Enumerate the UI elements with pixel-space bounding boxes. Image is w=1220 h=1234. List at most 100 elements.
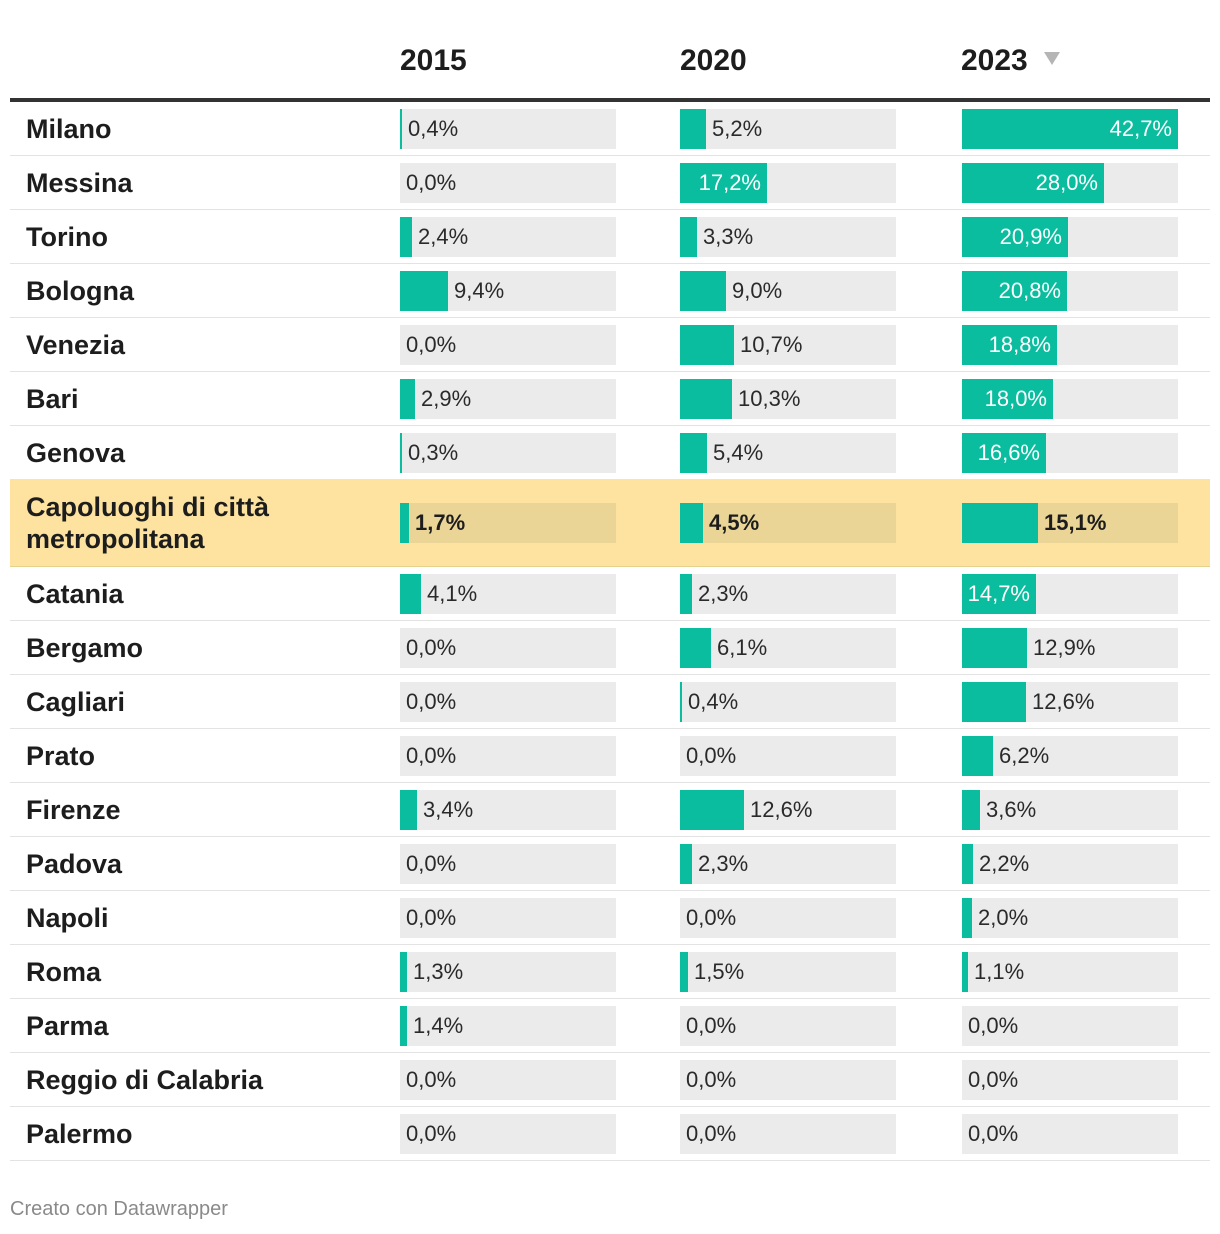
value-label-2023: 3,6% [986, 797, 1037, 822]
table-header: 2015 2020 2023 [10, 0, 1210, 102]
bar-track-2015: 3,4% [400, 790, 616, 830]
value-label-2023: 14,7% [967, 581, 1030, 606]
value-label-2020: 17,2% [698, 170, 761, 195]
row-name: Napoli [26, 902, 109, 933]
bar-track-2023: 18,8% [962, 325, 1178, 365]
bar-track-2015: 0,0% [400, 163, 616, 203]
bar-2015 [400, 574, 421, 614]
row-name: Bari [26, 383, 79, 414]
bar-2023 [962, 163, 1104, 203]
table-row: Bari 2,9% 10,3% 18,0% [10, 372, 1210, 426]
bar-2020 [680, 109, 706, 149]
bar-2015 [400, 433, 402, 473]
value-label-2015: 0,0% [406, 905, 457, 930]
bar-track-2020: 5,2% [680, 109, 896, 149]
value-label-2015: 1,4% [413, 1013, 464, 1038]
bar-track-2020: 12,6% [680, 790, 896, 830]
bar-2020 [680, 844, 692, 884]
value-label-2023: 1,1% [974, 959, 1025, 984]
bar-track-2023: 20,9% [962, 217, 1178, 257]
bar-track-2020: 10,7% [680, 325, 896, 365]
bar-2020 [680, 433, 707, 473]
bar-track-2015: 0,3% [400, 433, 616, 473]
bar-track-2020: 2,3% [680, 574, 896, 614]
bar-track-2023: 12,9% [962, 628, 1178, 668]
bar-2015 [400, 790, 417, 830]
table-body: Milano 0,4% 5,2% 42,7% Messina 0,0% 17,2% 28,0%… [10, 102, 1210, 1161]
bar-track-2023: 2,2% [962, 844, 1178, 884]
value-label-2023: 2,2% [979, 851, 1030, 876]
value-label-2020: 0,0% [686, 743, 737, 768]
bar-2023 [962, 503, 1038, 543]
value-label-2015: 1,7% [415, 510, 466, 535]
value-label-2020: 0,0% [686, 905, 737, 930]
bar-track-2023: 3,6% [962, 790, 1178, 830]
row-name: Prato [26, 740, 96, 771]
value-label-2020: 0,0% [686, 1013, 737, 1038]
bar-2020 [680, 271, 726, 311]
table-row: Parma 1,4% 0,0% 0,0% [10, 999, 1210, 1053]
bar-2020 [680, 163, 767, 203]
value-label-2015: 0,0% [406, 1121, 457, 1146]
value-label-2020: 5,4% [713, 440, 764, 465]
bar-track-2015: 0,0% [400, 628, 616, 668]
bar-track-2015: 0,0% [400, 736, 616, 776]
row-name: Capoluoghi di città metropolitana [26, 492, 269, 554]
value-label-2023: 18,8% [988, 332, 1051, 357]
bar-track-2015: 0,0% [400, 1114, 616, 1154]
bar-track-2023: 12,6% [962, 682, 1178, 722]
bar-track-2020: 6,1% [680, 628, 896, 668]
row-name: Firenze [26, 794, 121, 825]
value-label-2015: 0,0% [406, 1067, 457, 1092]
bar-track-2020: 0,0% [680, 1060, 896, 1100]
data-table: 2015 2020 2023 Milano 0,4% 5,2% 42,7% Messin… [10, 0, 1210, 1161]
value-label-2023: 20,9% [999, 224, 1062, 249]
table-row: Genova 0,3% 5,4% 16,6% [10, 426, 1210, 480]
value-label-2023: 28,0% [1035, 170, 1098, 195]
table-row: Firenze 3,4% 12,6% 3,6% [10, 783, 1210, 837]
value-label-2023: 15,1% [1044, 510, 1107, 535]
table-row: Roma 1,3% 1,5% 1,1% [10, 945, 1210, 999]
row-name: Parma [26, 1010, 109, 1041]
bar-track-2020: 0,0% [680, 898, 896, 938]
bar-track-2023: 1,1% [962, 952, 1178, 992]
column-header-2020[interactable]: 2020 [680, 44, 747, 77]
bar-2023 [962, 379, 1053, 419]
bar-2015 [400, 952, 407, 992]
bar-2020 [680, 574, 692, 614]
bar-2023 [962, 952, 968, 992]
bar-track-2023: 6,2% [962, 736, 1178, 776]
bar-track-2023: 14,7% [962, 574, 1178, 614]
table-row: Reggio di Calabria 0,0% 0,0% 0,0% [10, 1053, 1210, 1107]
sort-desc-icon[interactable] [1044, 52, 1060, 65]
row-name: Reggio di Calabria [26, 1064, 264, 1095]
bar-track-2015: 0,0% [400, 844, 616, 884]
bar-2023 [962, 433, 1046, 473]
row-name: Milano [26, 113, 112, 144]
bar-2020 [680, 503, 703, 543]
value-label-2015: 0,0% [406, 851, 457, 876]
bar-2020 [680, 217, 697, 257]
bar-track-2015: 0,0% [400, 682, 616, 722]
bar-2023 [962, 217, 1068, 257]
bar-2020 [680, 952, 688, 992]
table-row: Palermo 0,0% 0,0% 0,0% [10, 1107, 1210, 1161]
bar-track-2015: 0,0% [400, 325, 616, 365]
value-label-2023: 18,0% [984, 386, 1047, 411]
bar-2020 [680, 628, 711, 668]
bar-2023 [962, 628, 1027, 668]
bar-track-2020: 0,4% [680, 682, 896, 722]
value-label-2023: 0,0% [968, 1013, 1019, 1038]
footer-credit[interactable]: Creato con Datawrapper [10, 1198, 228, 1220]
value-label-2023: 2,0% [978, 905, 1029, 930]
column-header-2015[interactable]: 2015 [400, 44, 467, 77]
bar-track-2023: 0,0% [962, 1060, 1178, 1100]
bar-track-2020: 17,2% [680, 163, 896, 203]
column-header-2023[interactable]: 2023 [961, 44, 1028, 77]
value-label-2023: 16,6% [977, 440, 1040, 465]
value-label-2015: 3,4% [423, 797, 474, 822]
table-row: Venezia 0,0% 10,7% 18,8% [10, 318, 1210, 372]
bar-track-2020: 2,3% [680, 844, 896, 884]
value-label-2015: 0,3% [408, 440, 459, 465]
table-row: Padova 0,0% 2,3% 2,2% [10, 837, 1210, 891]
